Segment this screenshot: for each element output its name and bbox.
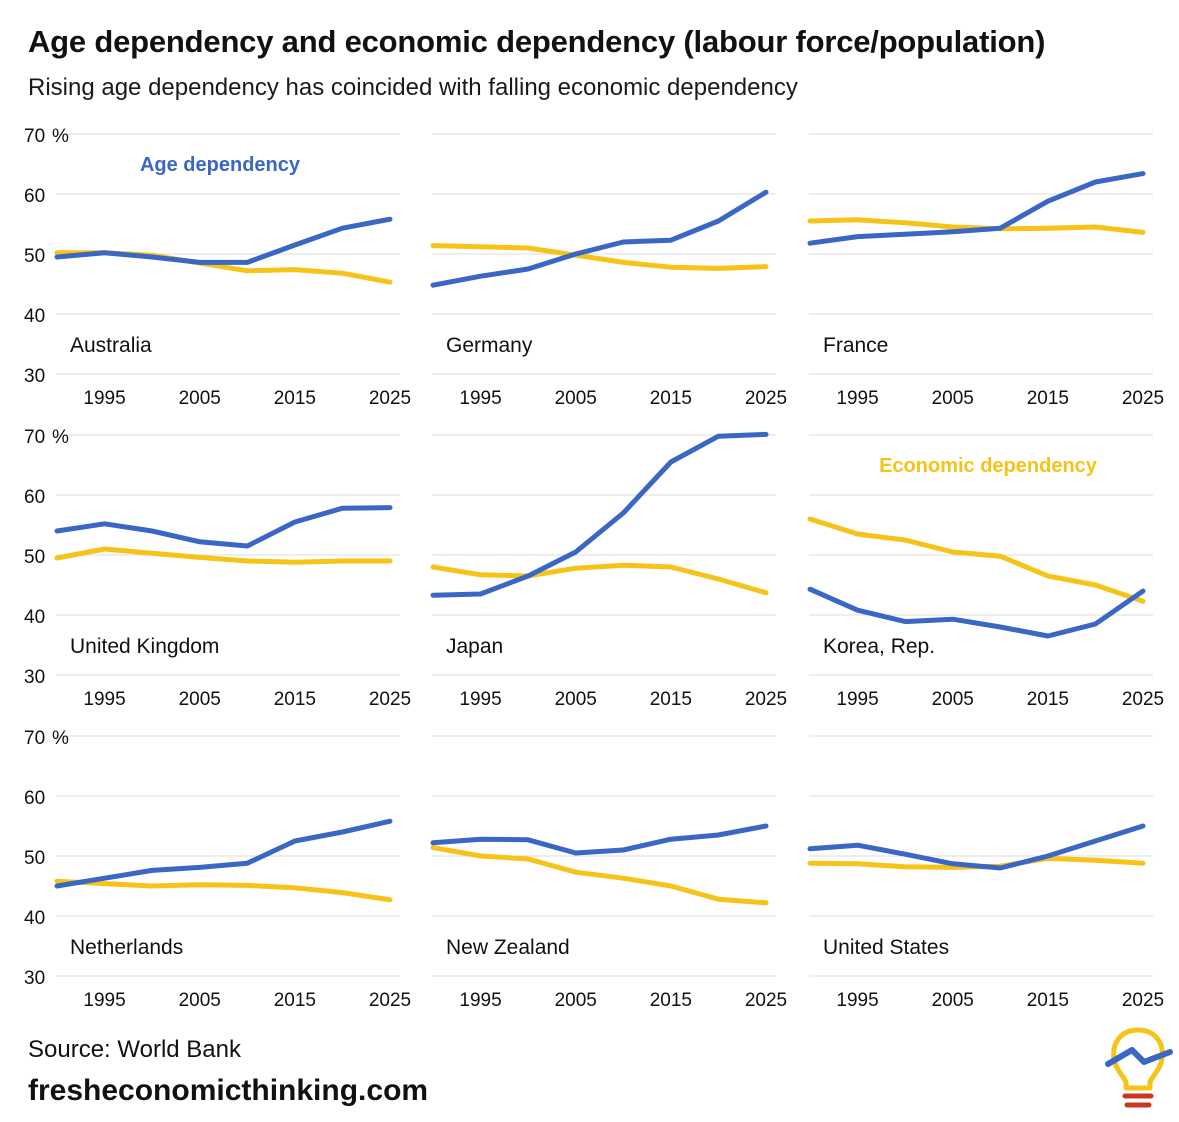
x-tick-label: 2025 — [369, 990, 411, 1011]
x-tick-label: 2015 — [1027, 689, 1069, 710]
economic-dependency-line — [430, 243, 769, 271]
economic-dependency-line — [807, 516, 1146, 604]
x-tick-label: 2005 — [555, 388, 597, 409]
panel-label: Netherlands — [70, 936, 183, 959]
legend-age-dependency: Age dependency — [140, 154, 301, 176]
panel-label: United Kingdom — [70, 635, 219, 658]
y-unit-label: % — [52, 728, 69, 749]
x-tick-label: 2005 — [555, 990, 597, 1011]
y-tick-label: 70 — [24, 728, 45, 749]
panel-label: United States — [823, 936, 949, 959]
x-tick-label: 2025 — [745, 689, 787, 710]
chart-title: Age dependency and economic dependency (… — [28, 24, 1046, 59]
x-tick-label: 2025 — [745, 388, 787, 409]
panel-label: Germany — [446, 334, 533, 357]
panel-label: Korea, Rep. — [823, 635, 935, 658]
x-tick-label: 1995 — [83, 689, 125, 710]
age-dependency-line — [807, 823, 1146, 871]
economic-dependency-line — [430, 845, 769, 906]
x-tick-label: 1995 — [83, 990, 125, 1011]
x-tick-label: 2015 — [274, 388, 316, 409]
x-tick-label: 2005 — [179, 990, 221, 1011]
y-tick-label: 30 — [24, 667, 45, 688]
x-tick-label: 2015 — [650, 388, 692, 409]
x-tick-label: 2005 — [932, 990, 974, 1011]
chart-subtitle: Rising age dependency has coincided with… — [28, 74, 798, 101]
x-tick-label: 2015 — [1027, 388, 1069, 409]
panel-label: France — [823, 334, 888, 357]
y-tick-label: 50 — [24, 848, 45, 869]
y-tick-label: 50 — [24, 547, 45, 568]
x-tick-label: 2015 — [650, 689, 692, 710]
y-tick-label: 30 — [24, 366, 45, 387]
y-tick-label: 60 — [24, 788, 45, 809]
x-tick-label: 2025 — [745, 990, 787, 1011]
panel-label: New Zealand — [446, 936, 570, 959]
y-tick-label: 40 — [24, 607, 45, 628]
x-tick-label: 2005 — [179, 388, 221, 409]
x-tick-label: 1995 — [83, 388, 125, 409]
age-dependency-line — [54, 216, 393, 265]
y-tick-label: 70 — [24, 126, 45, 147]
legend-economic-dependency: Economic dependency — [879, 455, 1098, 477]
x-tick-label: 1995 — [459, 689, 501, 710]
x-tick-label: 2005 — [932, 689, 974, 710]
economic-dependency-line — [54, 546, 393, 565]
x-tick-label: 2005 — [932, 388, 974, 409]
x-tick-label: 2015 — [1027, 990, 1069, 1011]
panel-label: Australia — [70, 334, 152, 357]
website-credit: fresheconomicthinking.com — [28, 1074, 429, 1107]
y-tick-label: 30 — [24, 968, 45, 989]
x-tick-label: 1995 — [836, 689, 878, 710]
x-tick-label: 2025 — [1122, 689, 1164, 710]
y-tick-label: 70 — [24, 427, 45, 448]
y-tick-label: 60 — [24, 186, 45, 207]
y-unit-label: % — [52, 126, 69, 147]
lightbulb-logo-icon — [1105, 1027, 1173, 1108]
panel-label: Japan — [446, 635, 503, 658]
x-tick-label: 1995 — [836, 990, 878, 1011]
x-tick-label: 2015 — [274, 689, 316, 710]
x-tick-label: 2025 — [369, 689, 411, 710]
x-tick-label: 2015 — [274, 990, 316, 1011]
small-multiples-chart: 30 40 50 60 70 % 1995 2005 2015 2025 Australia 1995… — [24, 126, 1164, 1011]
y-tick-label: 50 — [24, 246, 45, 267]
age-dependency-line — [807, 171, 1146, 246]
y-tick-label: 60 — [24, 487, 45, 508]
x-tick-label: 2025 — [369, 388, 411, 409]
economic-dependency-line — [54, 250, 393, 285]
x-tick-label: 2005 — [179, 689, 221, 710]
x-tick-label: 1995 — [459, 990, 501, 1011]
x-tick-label: 2025 — [1122, 388, 1164, 409]
age-dependency-line — [430, 431, 769, 598]
x-tick-label: 2025 — [1122, 990, 1164, 1011]
age-dependency-line — [807, 586, 1146, 639]
y-tick-label: 40 — [24, 306, 45, 327]
y-tick-label: 40 — [24, 908, 45, 929]
age-dependency-line — [430, 189, 769, 288]
x-tick-label: 1995 — [459, 388, 501, 409]
age-dependency-line — [54, 818, 393, 889]
age-dependency-line — [54, 505, 393, 549]
x-tick-label: 2005 — [555, 689, 597, 710]
source-note: Source: World Bank — [28, 1036, 241, 1063]
y-unit-label: % — [52, 427, 69, 448]
x-tick-label: 1995 — [836, 388, 878, 409]
age-dependency-line — [430, 823, 769, 856]
x-tick-label: 2015 — [650, 990, 692, 1011]
economic-dependency-line — [54, 878, 393, 903]
economic-dependency-line — [430, 562, 769, 596]
